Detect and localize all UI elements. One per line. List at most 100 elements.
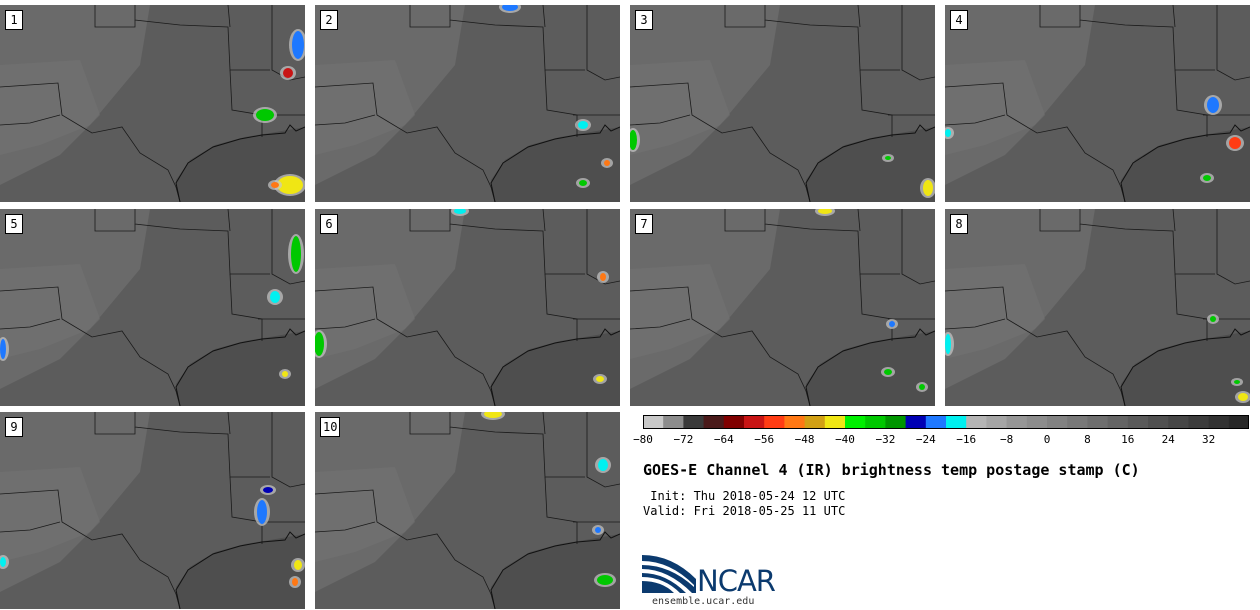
color-scale-tick-label: −40 <box>835 433 855 446</box>
state-border <box>0 318 61 330</box>
cold-cloud-top <box>0 339 6 359</box>
cold-cloud-top <box>597 575 613 585</box>
map-panel-10: 10 <box>315 412 620 609</box>
color-scale-swatch <box>764 415 785 429</box>
color-scale-swatch <box>1148 415 1169 429</box>
coastline <box>1120 328 1250 406</box>
map-panel-7: 7 <box>630 209 935 406</box>
map-1 <box>0 5 305 202</box>
cold-cloud-top <box>1210 316 1216 322</box>
color-scale-swatch <box>643 415 664 429</box>
state-border <box>630 82 811 202</box>
state-border <box>1079 209 1215 275</box>
valid-time: Valid: Fri 2018-05-25 11 UTC <box>643 504 846 518</box>
coastline <box>490 124 620 202</box>
state-border <box>544 476 578 544</box>
state-border <box>945 318 1006 330</box>
gulf-water <box>1121 127 1250 202</box>
cold-cloud-top <box>257 500 267 524</box>
color-scale-swatch <box>1026 415 1048 429</box>
terrain-shading <box>0 60 100 185</box>
color-scale-swatch <box>723 415 745 429</box>
cold-cloud-top <box>271 182 279 188</box>
cold-cloud-top <box>291 236 301 272</box>
color-scale-swatch <box>1067 415 1088 429</box>
map-8 <box>945 209 1250 406</box>
state-border <box>315 521 376 533</box>
state-border <box>0 521 61 533</box>
state-border <box>945 286 1126 406</box>
color-scale-border <box>643 415 1249 429</box>
color-scale-swatch <box>1006 415 1028 429</box>
state-border <box>1172 5 1176 28</box>
color-scale-bar <box>643 415 1249 429</box>
map-3 <box>630 5 935 202</box>
cold-cloud-top <box>885 156 891 160</box>
state-border <box>134 209 270 275</box>
cold-cloud-top <box>502 5 518 11</box>
map-panel-6: 6 <box>315 209 620 406</box>
map-panel-4: 4 <box>945 5 1250 202</box>
state-border <box>94 412 136 435</box>
cold-cloud-top <box>919 384 925 390</box>
ncar-wordmark: NCAR <box>697 564 776 598</box>
terrain-shading <box>945 264 1045 389</box>
map-2 <box>315 5 620 202</box>
state-border <box>724 5 766 28</box>
cold-cloud-top <box>945 334 951 354</box>
color-scale-swatch <box>1208 415 1230 429</box>
cold-cloud-top <box>292 31 304 59</box>
ncar-logo-icon <box>642 555 696 593</box>
state-border <box>271 412 305 488</box>
color-scale-swatch <box>703 415 725 429</box>
coastline <box>805 328 935 406</box>
panel-number-label: 2 <box>320 10 338 30</box>
state-border <box>542 412 546 435</box>
color-scale-tick-label: 24 <box>1161 433 1175 446</box>
state-border <box>859 69 893 137</box>
gulf-water <box>176 534 305 609</box>
color-scale-swatch <box>1168 415 1189 429</box>
terrain-shading <box>630 60 730 185</box>
cold-cloud-top <box>294 560 302 570</box>
cold-cloud-top <box>578 121 588 129</box>
state-border <box>724 209 766 232</box>
map-5 <box>0 209 305 406</box>
color-scale-swatch <box>905 415 927 429</box>
terrain-shading <box>945 60 1045 185</box>
gulf-water <box>806 127 935 202</box>
state-border <box>315 318 376 330</box>
color-scale-tick-label: −16 <box>956 433 977 446</box>
cold-cloud-top <box>1207 97 1219 113</box>
map-7 <box>630 209 935 406</box>
state-border <box>859 273 893 341</box>
color-scale-swatch <box>1107 415 1129 429</box>
state-border <box>449 412 585 478</box>
state-border <box>0 114 61 126</box>
cold-cloud-top <box>1229 137 1241 149</box>
state-border <box>94 5 136 28</box>
gulf-water <box>491 331 620 406</box>
color-scale-swatch <box>1228 415 1249 429</box>
color-scale-tick-label: −64 <box>713 433 734 446</box>
color-scale-swatch <box>986 415 1008 429</box>
cold-cloud-top <box>923 180 933 196</box>
state-border <box>542 209 546 232</box>
color-scale-tick-label: −48 <box>794 433 815 446</box>
color-scale-tick-label: −72 <box>673 433 694 446</box>
state-border <box>229 476 263 544</box>
state-border <box>542 5 546 28</box>
gulf-water <box>806 331 935 406</box>
panel-number-label: 10 <box>320 417 341 437</box>
state-border <box>857 5 861 28</box>
color-scale-swatch <box>663 415 684 429</box>
gulf-water <box>176 331 305 406</box>
cold-cloud-top <box>945 129 951 137</box>
color-scale-swatch <box>804 415 826 429</box>
color-scale-ticks: −80 −72 −64 −56 −48 −40 −32 −24 −16 −8 0 8 16 24 32 <box>633 433 1253 449</box>
state-border <box>409 209 451 232</box>
state-border <box>1079 5 1215 71</box>
coastline <box>1120 124 1250 202</box>
map-panel-8: 8 <box>945 209 1250 406</box>
color-scale-swatch <box>1188 415 1210 429</box>
